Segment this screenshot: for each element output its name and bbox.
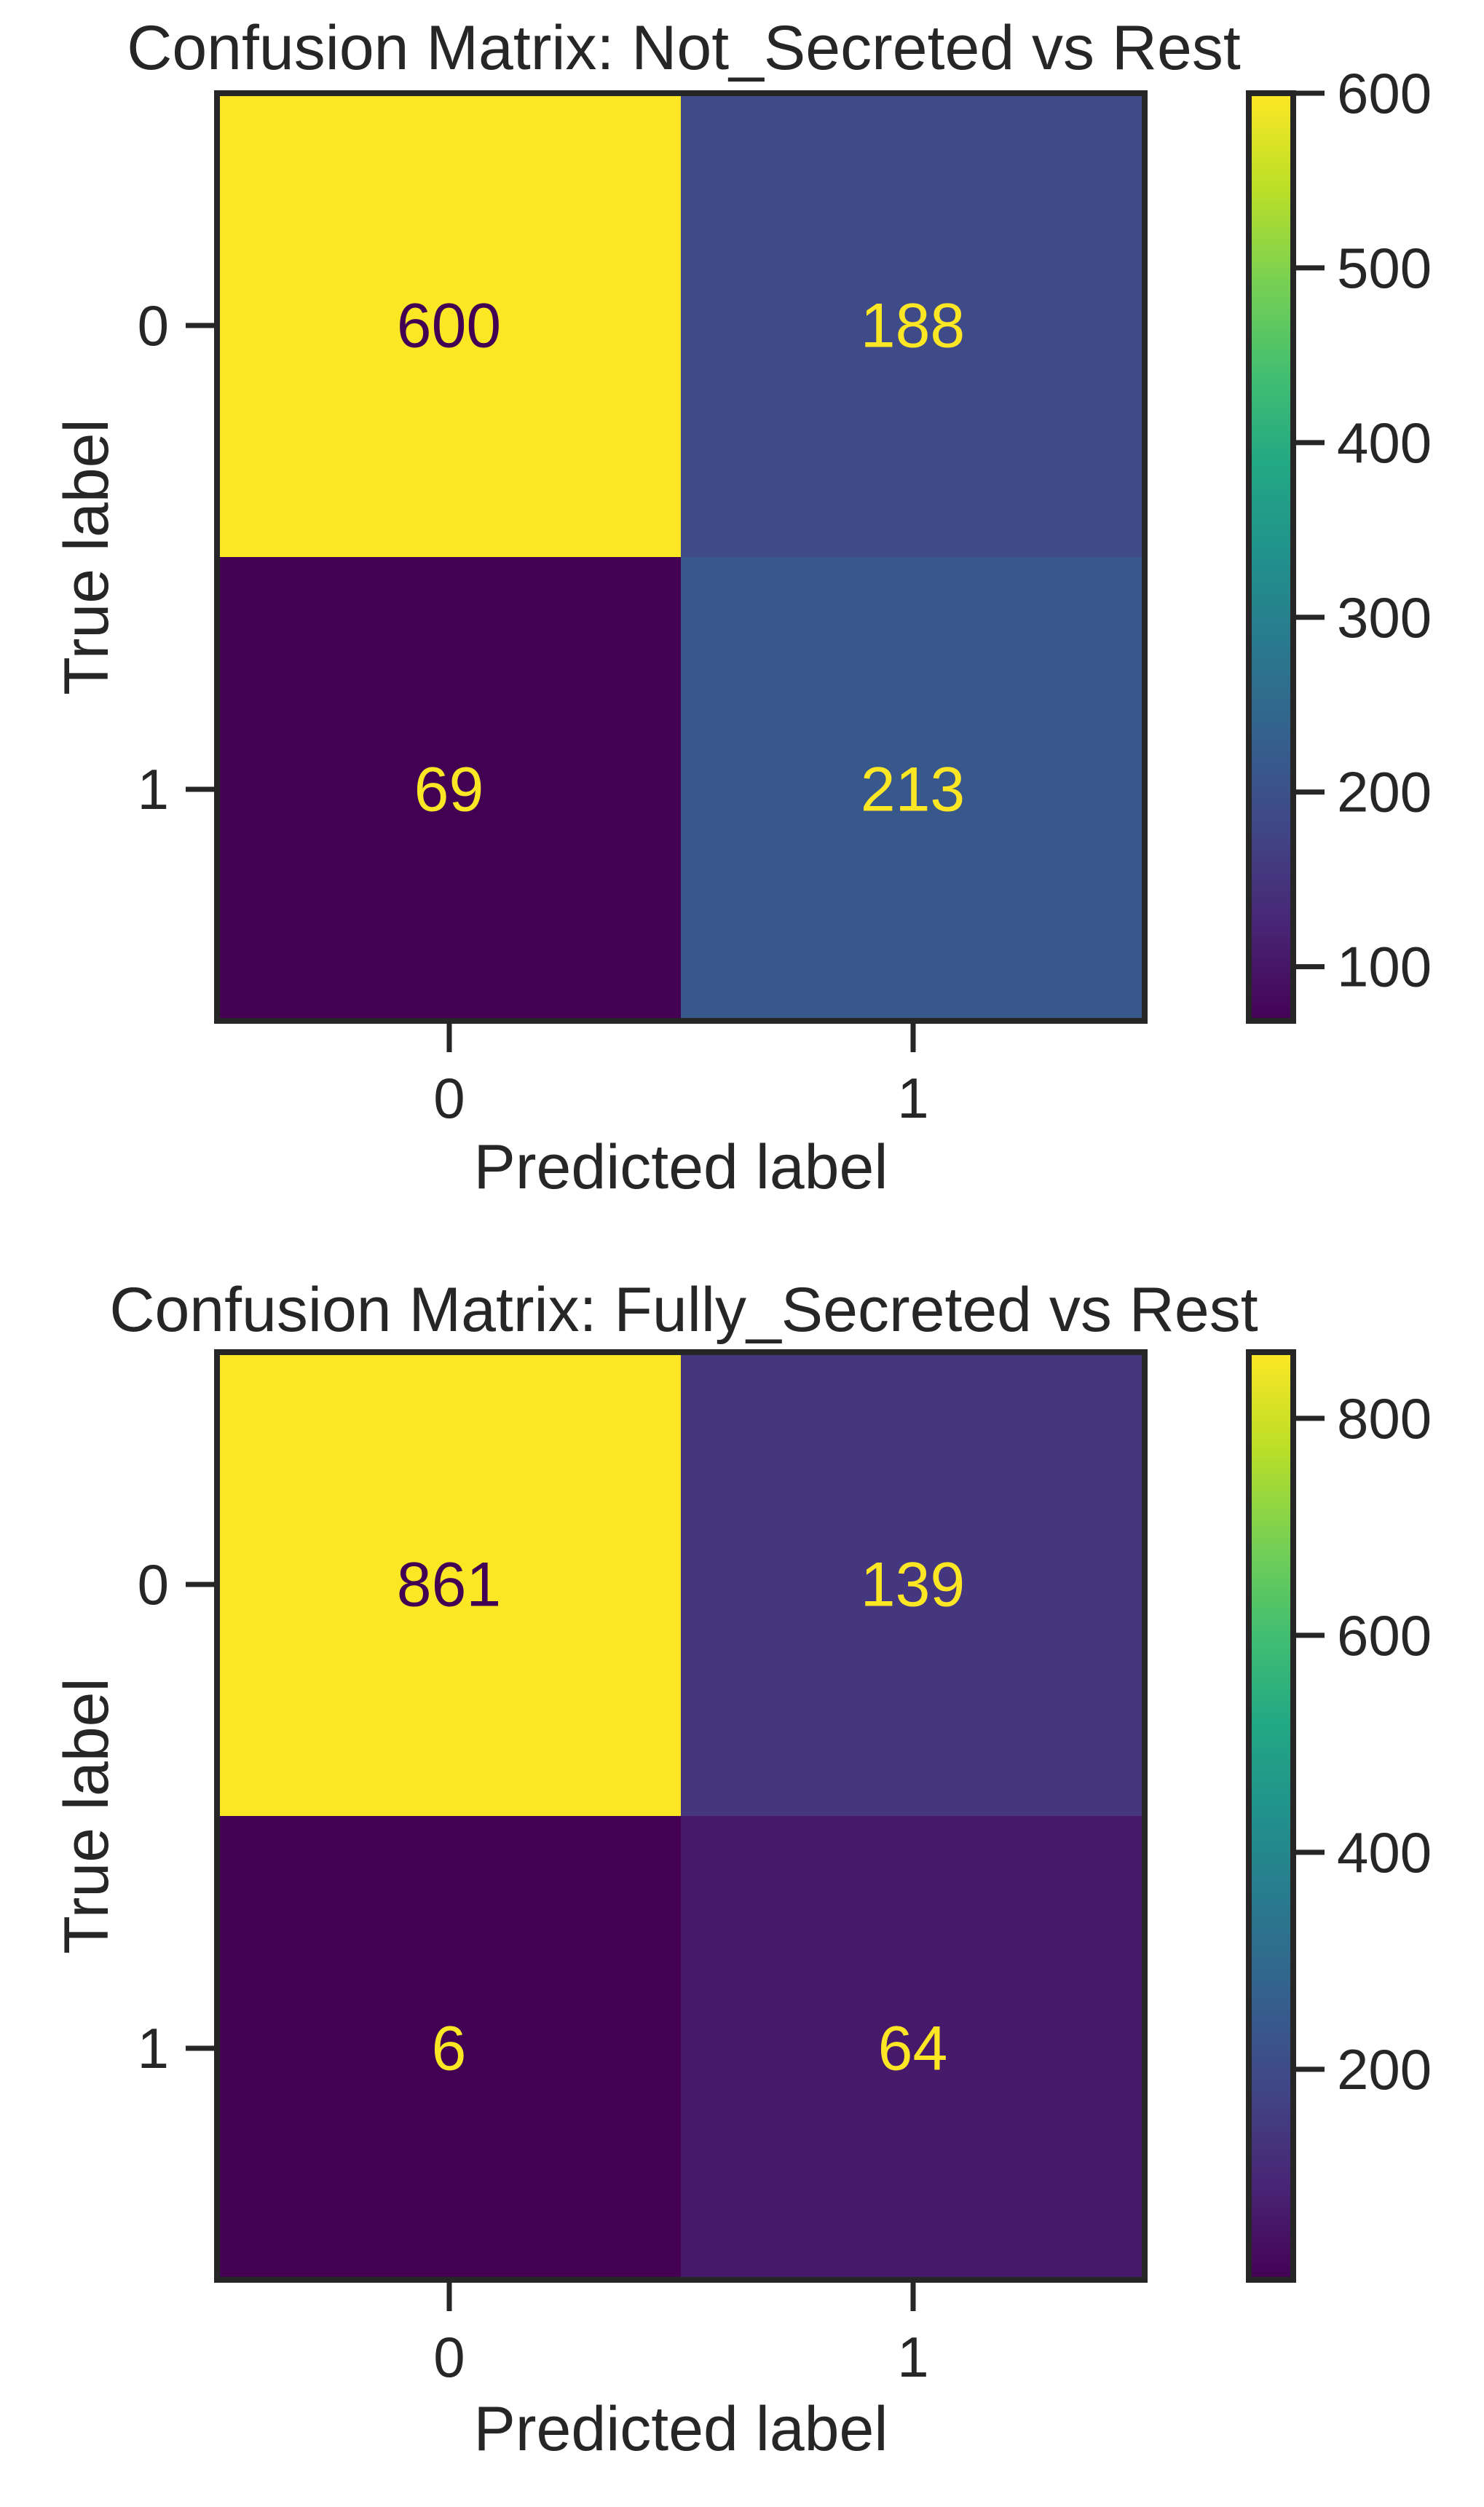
x-tick-label: 0: [433, 2325, 465, 2389]
colorbar-gradient: [1246, 90, 1296, 1024]
colorbar-tick-label: 600: [1337, 1603, 1432, 1667]
colorbar-tick-label: 400: [1337, 1820, 1432, 1884]
colorbar: 200 400 600 800: [1246, 1349, 1432, 2283]
colorbar-tick-label: 100: [1337, 935, 1432, 999]
colorbar-tick-label: 300: [1337, 585, 1432, 650]
heatmap-cell: [217, 1352, 681, 1816]
confusion-matrix-panel-1: Confusion Matrix: Not_Secreted vs Rest 6…: [52, 13, 1432, 1202]
x-axis-label: Predicted label: [474, 2394, 888, 2464]
heatmap-cells: 861 139 6 64: [217, 1352, 1145, 2280]
cell-value-label: 861: [397, 1550, 502, 1620]
x-tick-label: 1: [897, 2325, 928, 2389]
cell-value-label: 6: [432, 2014, 467, 2084]
x-tick-label: 0: [433, 1066, 465, 1130]
chart-title: Confusion Matrix: Fully_Secreted vs Rest: [109, 1275, 1258, 1345]
colorbar-tick-label: 200: [1337, 2037, 1432, 2101]
heatmap-cell: [217, 93, 681, 557]
cell-value-label: 139: [861, 1550, 966, 1620]
heatmap-cell: [681, 1352, 1145, 1816]
heatmap-cell: [681, 93, 1145, 557]
x-tick-label: 1: [897, 1066, 928, 1130]
colorbar-ticks: 100 200 300 400 500 600: [1293, 61, 1432, 999]
cell-value-label: 69: [414, 755, 484, 825]
cell-value-label: 213: [861, 755, 966, 825]
cell-value-label: 64: [878, 2014, 948, 2084]
y-tick-label: 1: [138, 2016, 169, 2080]
heatmap-cells: 600 188 69 213: [217, 93, 1145, 1021]
colorbar-ticks: 200 400 600 800: [1293, 1386, 1432, 2101]
plot-frame: [214, 1349, 1148, 2283]
colorbar-tick-label: 200: [1337, 760, 1432, 824]
cell-value-label: 188: [861, 291, 966, 361]
chart-title: Confusion Matrix: Not_Secreted vs Rest: [127, 13, 1241, 83]
colorbar-tick-label: 800: [1337, 1386, 1432, 1450]
heatmap-cell: [681, 557, 1145, 1021]
heatmap-cell: [681, 1816, 1145, 2280]
colorbar-tick-label: 600: [1337, 61, 1432, 125]
y-tick-label: 1: [138, 757, 169, 821]
heatmap-cell: [217, 557, 681, 1021]
x-axis-label: Predicted label: [474, 1132, 888, 1202]
y-axis-label: True label: [52, 1678, 122, 1954]
colorbar-tick-label: 500: [1337, 236, 1432, 300]
colorbar-gradient: [1246, 1349, 1296, 2283]
plot-frame: [214, 90, 1148, 1024]
confusion-matrix-panel-2: Confusion Matrix: Fully_Secreted vs Rest…: [52, 1275, 1432, 2464]
y-tick-label: 0: [138, 293, 169, 358]
cell-value-label: 600: [397, 291, 502, 361]
colorbar-tick-label: 400: [1337, 411, 1432, 475]
colorbar: 100 200 300 400 500 600: [1246, 61, 1432, 1024]
heatmap-cell: [217, 1816, 681, 2280]
y-axis-label: True label: [52, 419, 122, 695]
y-tick-label: 0: [138, 1552, 169, 1616]
